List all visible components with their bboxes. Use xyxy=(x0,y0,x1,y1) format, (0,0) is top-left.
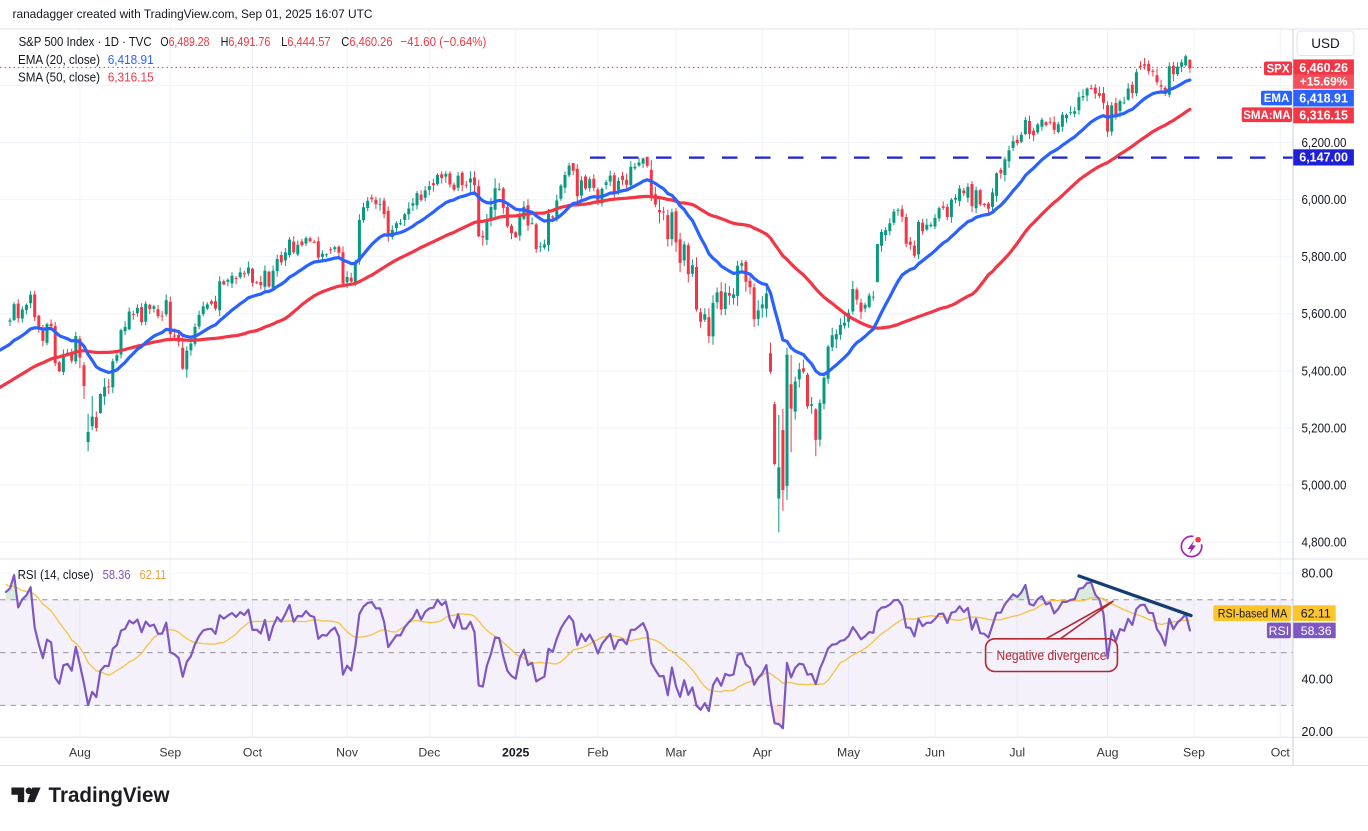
svg-text:Jun: Jun xyxy=(925,746,945,760)
svg-text:5,600.00: 5,600.00 xyxy=(1302,307,1347,321)
svg-text:Oct: Oct xyxy=(1271,746,1291,760)
svg-text:4,800.00: 4,800.00 xyxy=(1302,536,1347,550)
svg-text:Feb: Feb xyxy=(587,746,608,760)
svg-text:C6,460.26: C6,460.26 xyxy=(341,34,392,49)
svg-text:6,316.15: 6,316.15 xyxy=(108,69,154,84)
svg-text:5,800.00: 5,800.00 xyxy=(1302,250,1347,264)
svg-text:ranadagger created with Tradin: ranadagger created with TradingView.com,… xyxy=(13,7,373,21)
svg-text:58.36: 58.36 xyxy=(1301,624,1332,638)
svg-text:Mar: Mar xyxy=(665,746,686,760)
svg-text:SMA (50, close): SMA (50, close) xyxy=(18,69,100,84)
svg-text:RSI: RSI xyxy=(1269,624,1290,638)
svg-text:RSI-based MA: RSI-based MA xyxy=(1218,607,1288,621)
svg-text:20.00: 20.00 xyxy=(1302,725,1333,739)
svg-text:TradingView: TradingView xyxy=(49,783,170,807)
svg-text:EMA (20, close): EMA (20, close) xyxy=(18,52,100,67)
svg-text:62.11: 62.11 xyxy=(1301,607,1331,621)
svg-text:5,200.00: 5,200.00 xyxy=(1302,421,1347,435)
svg-text:RSI (14, close): RSI (14, close) xyxy=(18,567,94,582)
svg-text:O6,489.28: O6,489.28 xyxy=(160,34,209,49)
svg-text:SPX: SPX xyxy=(1266,63,1289,75)
svg-text:Aug: Aug xyxy=(69,746,91,760)
svg-text:6,460.26: 6,460.26 xyxy=(1299,61,1348,75)
svg-text:5,400.00: 5,400.00 xyxy=(1302,364,1347,378)
svg-text:Sep: Sep xyxy=(159,746,181,760)
svg-text:80.00: 80.00 xyxy=(1302,567,1333,581)
svg-text:Jul: Jul xyxy=(1009,746,1025,760)
svg-text:H6,491.76: H6,491.76 xyxy=(221,34,271,49)
svg-text:EMA: EMA xyxy=(1264,93,1290,105)
svg-text:−41.60 (−0.64%): −41.60 (−0.64%) xyxy=(400,34,486,49)
svg-text:Apr: Apr xyxy=(753,746,772,760)
svg-text:Sep: Sep xyxy=(1183,746,1205,760)
svg-text:Nov: Nov xyxy=(336,746,359,760)
svg-text:SMA:MA: SMA:MA xyxy=(1243,110,1290,122)
svg-text:L6,444.57: L6,444.57 xyxy=(281,34,331,49)
svg-text:Dec: Dec xyxy=(418,746,440,760)
svg-text:S&P 500 Index · 1D · TVC: S&P 500 Index · 1D · TVC xyxy=(19,34,152,49)
svg-text:6,147.00: 6,147.00 xyxy=(1299,151,1348,165)
svg-text:USD: USD xyxy=(1311,36,1340,51)
svg-text:58.36: 58.36 xyxy=(103,567,131,582)
svg-text:Aug: Aug xyxy=(1097,746,1119,760)
svg-text:Negative divergence: Negative divergence xyxy=(997,648,1107,663)
svg-text:May: May xyxy=(837,746,861,760)
svg-text:+15.69%: +15.69% xyxy=(1300,74,1348,88)
svg-text:6,418.91: 6,418.91 xyxy=(1299,91,1348,105)
svg-text:6,000.00: 6,000.00 xyxy=(1302,193,1347,207)
svg-text:2025: 2025 xyxy=(502,746,530,760)
svg-text:6,316.15: 6,316.15 xyxy=(1299,109,1348,123)
svg-text:5,000.00: 5,000.00 xyxy=(1302,479,1347,493)
svg-text:6,418.91: 6,418.91 xyxy=(108,52,154,67)
svg-text:6,200.00: 6,200.00 xyxy=(1302,136,1347,150)
svg-text:Oct: Oct xyxy=(243,746,263,760)
svg-text:62.11: 62.11 xyxy=(140,567,167,582)
svg-text:40.00: 40.00 xyxy=(1302,672,1333,686)
